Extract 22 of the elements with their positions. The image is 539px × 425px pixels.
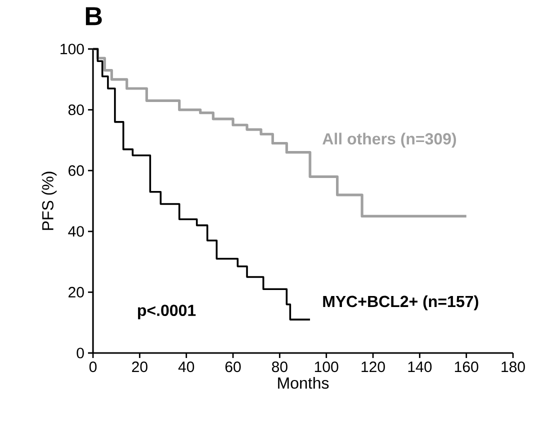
x-axis-title: Months (278, 376, 329, 389)
x-tick-label: 0 (89, 362, 97, 372)
x-tick-label: 60 (225, 362, 241, 372)
y-tick-label: 20 (68, 286, 84, 298)
annotation: p<.0001 (138, 304, 196, 320)
x-tick-label: 80 (272, 362, 288, 372)
x-tick-label: 100 (314, 362, 338, 372)
chart-title: B (86, 7, 102, 26)
y-axis-title: PFS (%) (42, 172, 57, 230)
x-tick-label: 20 (132, 362, 148, 372)
x-tick-label: 140 (408, 362, 432, 372)
y-tick-label: 100 (60, 44, 84, 54)
y-tick-label: 40 (68, 226, 84, 237)
x-tick-label: 40 (178, 362, 194, 372)
y-tick-label: 60 (68, 165, 84, 176)
series-label: MYC+BCL2+ (n=157) (323, 295, 478, 310)
series-label: All others (n=309) (322, 132, 456, 148)
x-tick-label: 160 (454, 362, 478, 372)
y-tick-label: 0 (76, 348, 84, 358)
x-tick-label: 180 (502, 362, 525, 372)
x-tick-label: 120 (362, 362, 385, 372)
y-tick-label: 80 (68, 104, 84, 116)
